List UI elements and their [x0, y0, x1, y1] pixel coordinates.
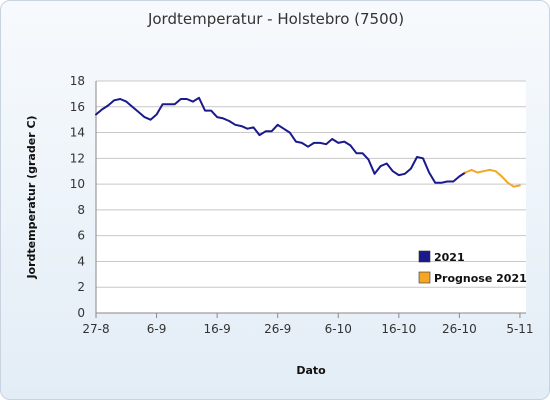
- y-tick-label: 6: [77, 229, 85, 243]
- legend-label-2021: 2021: [434, 251, 465, 264]
- chart-title: Jordtemperatur - Holstebro (7500): [147, 10, 404, 28]
- legend-swatch-2021: [418, 250, 431, 263]
- x-tick-label: 6-9: [147, 322, 167, 336]
- x-tick-label: 16-9: [204, 322, 231, 336]
- x-tick-label: 6-10: [325, 322, 352, 336]
- grid-lines: [96, 80, 526, 288]
- legend-label-prognose: Prognose 2021: [434, 272, 527, 285]
- y-tick-label: 12: [70, 151, 85, 165]
- plot-area: [96, 81, 526, 313]
- x-tick-label: 26-9: [264, 322, 291, 336]
- y-tick-label: 16: [70, 100, 85, 114]
- y-axis-title: Jordtemperatur (grader C): [25, 115, 38, 279]
- legend: 2021 Prognose 2021: [418, 250, 527, 285]
- x-tick-label: 16-10: [381, 322, 416, 336]
- y-tick-label: 2: [77, 280, 85, 294]
- y-tick-label: 18: [70, 74, 85, 88]
- y-tick-label: 14: [70, 126, 85, 140]
- y-tick-label: 0: [77, 306, 85, 320]
- x-tick-label: 27-8: [82, 322, 109, 336]
- y-tick-label: 4: [77, 254, 85, 268]
- series-line-2021: [95, 96, 467, 184]
- y-tick-labels: 0 2 4 6 8 10 12 14 16 18: [70, 74, 85, 320]
- series-line-prognose-2021: [464, 168, 521, 188]
- y-tick-label: 8: [77, 203, 85, 217]
- series-lines: [95, 96, 521, 188]
- x-tick-label: 26-10: [442, 322, 477, 336]
- x-axis-title: Dato: [296, 364, 326, 377]
- x-tick-label: 5-11: [506, 322, 533, 336]
- x-tick-labels: 27-8 6-9 16-9 26-9 6-10 16-10 26-10 5-11: [82, 313, 534, 336]
- legend-swatch-prognose: [418, 271, 431, 284]
- y-tick-label: 10: [70, 177, 85, 191]
